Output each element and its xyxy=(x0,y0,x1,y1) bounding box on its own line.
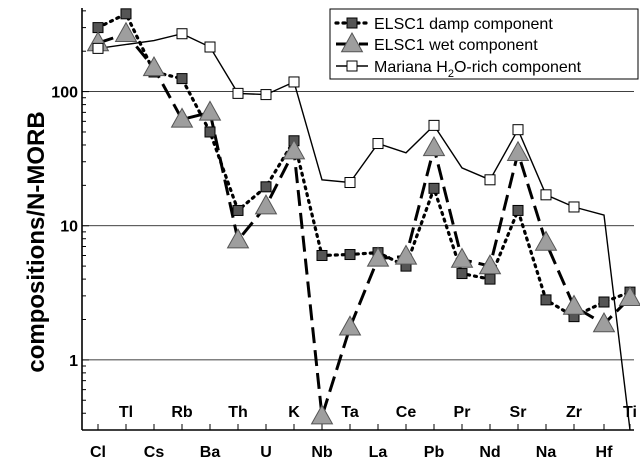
x-label-ce: Ce xyxy=(396,404,417,421)
damp-marker xyxy=(316,249,328,261)
mariana-marker xyxy=(260,89,272,101)
wet-marker xyxy=(478,254,502,275)
x-label-nb: Nb xyxy=(311,444,333,461)
wet-marker xyxy=(254,194,278,215)
damp-marker xyxy=(176,73,188,85)
x-labels: Cl Tl Cs Rb Ba Th U K Nb Ta La Ce Pb Pr Nd Sr Na Zr Hf Ti xyxy=(90,404,637,461)
mariana-marker xyxy=(568,201,580,213)
mariana-marker xyxy=(92,42,104,54)
wet-marker xyxy=(114,21,138,42)
series-line-2 xyxy=(97,31,632,417)
wet-marker xyxy=(534,230,558,251)
legend: ELSC1 damp component ELSC1 wet component M… xyxy=(329,8,639,80)
x-label-sr: Sr xyxy=(510,404,527,421)
wet-marker xyxy=(338,315,362,336)
damp-marker xyxy=(428,182,440,194)
mariana-marker xyxy=(540,189,552,201)
mariana-marker xyxy=(204,41,216,53)
wet-marker xyxy=(226,228,250,249)
x-label-zr: Zr xyxy=(566,404,582,421)
legend-marker-mariana xyxy=(346,60,358,72)
x-label-th: Th xyxy=(228,404,248,421)
legend-label-1: ELSC1 damp component xyxy=(374,16,553,33)
wet-marker xyxy=(366,246,390,267)
x-label-cl: Cl xyxy=(90,444,106,461)
wet-marker xyxy=(562,294,586,315)
legend-marker-damp xyxy=(346,17,358,29)
wet-marker xyxy=(142,55,166,77)
x-label-ta: Ta xyxy=(341,404,359,421)
damp-marker xyxy=(540,294,552,306)
damp-marker xyxy=(598,296,610,308)
wet-marker xyxy=(506,140,530,161)
mariana-marker xyxy=(512,124,524,136)
y-tick-label-100: 100 xyxy=(51,85,78,102)
damp-marker xyxy=(260,181,272,193)
mariana-marker xyxy=(288,76,300,88)
y-tick-label-10: 10 xyxy=(60,219,78,236)
x-label-nd: Nd xyxy=(479,444,500,461)
y-tick-label-1: 1 xyxy=(69,353,78,370)
wet-marker xyxy=(450,247,474,268)
damp-marker xyxy=(232,204,244,216)
x-label-rb: Rb xyxy=(171,404,193,421)
wet-marker xyxy=(282,139,306,160)
damp-marker xyxy=(484,273,496,285)
wet-marker xyxy=(618,285,640,307)
y-axis-title: compositions/N-MORB xyxy=(23,111,50,372)
series-line-1 xyxy=(96,11,632,319)
x-label-k: K xyxy=(288,404,300,421)
series-markers xyxy=(86,8,640,425)
x-label-cs: Cs xyxy=(144,444,165,461)
mariana-marker xyxy=(484,174,496,186)
wet-marker xyxy=(592,312,616,333)
damp-marker xyxy=(512,204,524,216)
y-ticks: 1 10 100 xyxy=(51,85,78,370)
x-label-pb: Pb xyxy=(424,444,445,461)
legend-label-2: ELSC1 wet component xyxy=(374,37,538,54)
legend-box xyxy=(329,8,639,80)
axes xyxy=(81,8,634,431)
x-label-ba: Ba xyxy=(200,444,221,461)
wet-marker xyxy=(422,135,446,157)
legend-marker-wet xyxy=(340,31,364,53)
x-label-u: U xyxy=(260,444,272,461)
gridlines xyxy=(82,91,634,361)
wet-marker xyxy=(310,404,334,425)
wet-marker xyxy=(198,100,222,121)
damp-marker xyxy=(456,268,468,280)
x-label-la: La xyxy=(369,444,388,461)
damp-marker xyxy=(344,249,356,261)
mariana-marker xyxy=(428,119,440,131)
mariana-marker xyxy=(372,138,384,150)
x-label-hf: Hf xyxy=(596,444,614,461)
wet-marker xyxy=(394,244,418,265)
damp-marker xyxy=(120,8,132,20)
series-line-3 xyxy=(97,32,631,431)
mariana-marker xyxy=(344,177,356,189)
x-label-pr: Pr xyxy=(454,404,471,421)
mariana-marker xyxy=(232,87,244,99)
legend-label-3: Mariana H2O-rich component xyxy=(374,59,582,80)
x-label-ti: Ti xyxy=(623,404,637,421)
x-label-tl: Tl xyxy=(119,404,133,421)
x-label-na: Na xyxy=(536,444,557,461)
damp-marker xyxy=(204,126,216,138)
wet-marker xyxy=(170,107,194,128)
mariana-marker xyxy=(176,28,188,40)
